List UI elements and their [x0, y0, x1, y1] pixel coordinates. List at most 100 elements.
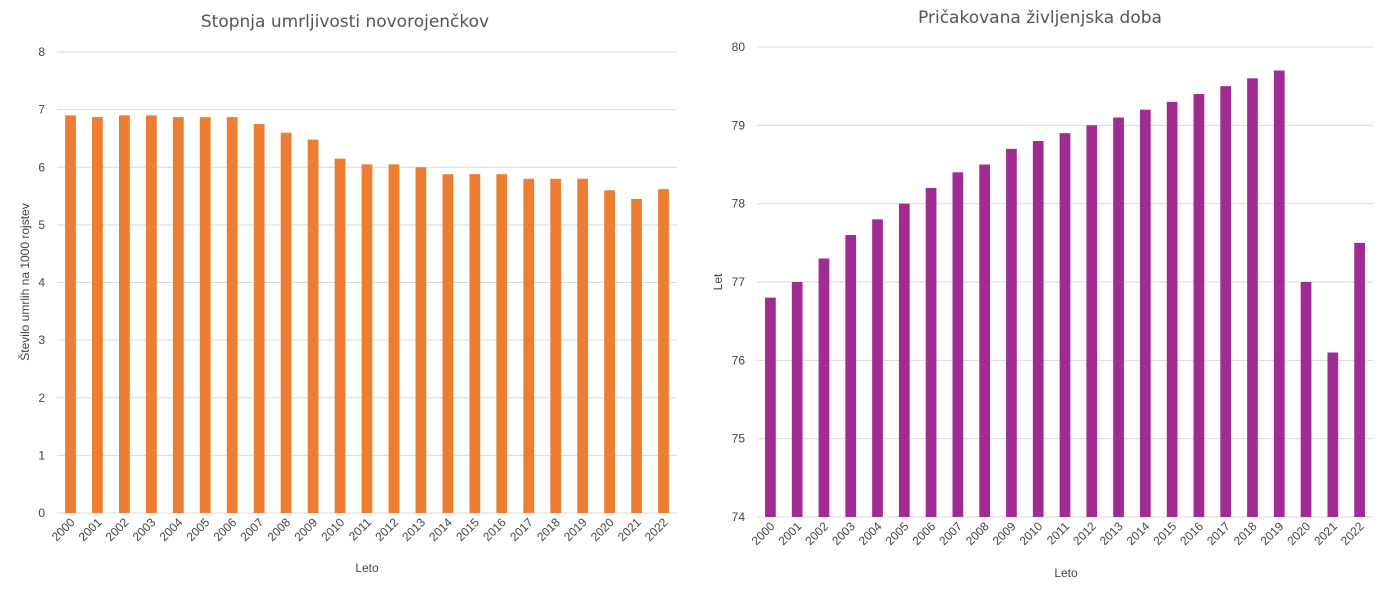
y-tick-label: 76: [732, 353, 746, 367]
bar: [119, 115, 130, 513]
bar: [952, 172, 964, 518]
x-tick-label: 2022: [1338, 519, 1367, 548]
bar: [307, 139, 319, 513]
y-tick-label: 0: [38, 506, 45, 520]
bar: [253, 124, 265, 513]
bar: [1166, 101, 1178, 517]
y-tick-label: 74: [732, 510, 746, 524]
x-tick-label: 2007: [936, 519, 965, 548]
life-expectancy-chart: Pričakovana življenjska doba 74757677787…: [711, 8, 1373, 580]
bar: [334, 158, 346, 513]
x-tick-label: 2004: [856, 519, 885, 548]
y-tick-label: 4: [38, 276, 45, 290]
bar: [1300, 282, 1312, 517]
bar: [550, 178, 562, 513]
y-tick-label: 6: [38, 160, 45, 174]
x-axis-label: Leto: [1054, 566, 1078, 580]
bar: [1327, 352, 1339, 517]
x-tick-label: 2014: [1124, 519, 1153, 548]
y-tick-labels: 74 75 76 77 78 79 80: [732, 40, 746, 524]
y-tick-label: 78: [732, 197, 746, 211]
x-tick-label: 2014: [426, 515, 455, 544]
x-tick-label: 2009: [990, 519, 1019, 548]
x-tick-label: 2012: [372, 515, 401, 544]
x-tick-label: 2000: [749, 519, 778, 548]
x-tick-label: 2011: [346, 515, 374, 543]
y-tick-label: 5: [38, 218, 45, 232]
y-tick-label: 2: [38, 391, 45, 405]
x-tick-label: 2010: [318, 515, 347, 544]
bar: [1059, 133, 1071, 517]
bar: [1193, 94, 1205, 517]
x-tick-label: 2013: [399, 515, 428, 544]
bar: [1006, 148, 1017, 518]
infant-mortality-chart: Stopnja umrljivosti novorojenčkov 0 1 2 3 4 5…: [17, 12, 677, 575]
x-tick-label: 2004: [157, 515, 186, 544]
x-tick-label: 2021: [1311, 519, 1340, 548]
bar: [925, 188, 937, 517]
x-tick-label: 2019: [561, 515, 590, 544]
bar: [1139, 109, 1151, 518]
y-tick-label: 3: [38, 333, 45, 347]
bar: [1354, 242, 1365, 518]
bar: [872, 219, 883, 518]
bar: [845, 235, 857, 517]
x-tick-label: 2005: [184, 515, 213, 544]
y-tick-label: 1: [38, 448, 45, 462]
bar: [1273, 70, 1285, 517]
x-tick-label: 2020: [1284, 519, 1313, 548]
bar: [172, 117, 184, 514]
x-tick-label: 2022: [642, 515, 671, 544]
x-tick-label: 2017: [507, 515, 536, 544]
x-tick-label: 2013: [1097, 519, 1126, 548]
bar: [577, 178, 589, 513]
bar: [631, 198, 642, 513]
x-tick-label: 2016: [480, 515, 509, 544]
y-tick-label: 79: [732, 118, 746, 132]
bar: [496, 174, 508, 514]
bar: [92, 117, 103, 514]
x-tick-label: 2001: [776, 519, 805, 548]
x-tick-label: 2011: [1044, 519, 1072, 547]
x-tick-label: 2018: [534, 515, 563, 544]
x-tick-label: 2009: [291, 515, 320, 544]
bar: [791, 282, 803, 517]
y-tick-labels: 0 1 2 3 4 5 6 7 8: [38, 45, 45, 520]
bar: [199, 117, 211, 514]
x-tick-label: 2008: [264, 515, 293, 544]
x-tick-label: 2002: [802, 519, 831, 548]
bar: [1113, 117, 1124, 517]
y-tick-label: 75: [732, 432, 746, 446]
x-tick-label: 2006: [211, 515, 240, 544]
bar: [226, 117, 238, 514]
x-tick-label: 2001: [76, 515, 105, 544]
bar: [1086, 125, 1098, 517]
x-tick-labels: 2000200120022003200420052006200720082009…: [49, 515, 671, 544]
x-tick-labels: 2000200120022003200420052006200720082009…: [749, 519, 1367, 548]
chart-title: Stopnja umrljivosti novorojenčkov: [201, 12, 489, 32]
x-tick-label: 2018: [1231, 519, 1260, 548]
bar: [523, 178, 535, 513]
x-tick-label: 2000: [49, 515, 78, 544]
x-tick-label: 2020: [588, 515, 617, 544]
y-axis-label: Let: [711, 273, 725, 290]
bar: [280, 132, 292, 514]
x-tick-label: 2019: [1258, 519, 1287, 548]
x-tick-label: 2010: [1017, 519, 1046, 548]
x-tick-label: 2007: [238, 515, 267, 544]
bar: [469, 174, 481, 514]
x-tick-label: 2015: [1150, 519, 1179, 548]
bar: [388, 164, 400, 513]
x-tick-label: 2008: [963, 519, 992, 548]
y-tick-label: 80: [732, 40, 746, 54]
bar: [1220, 86, 1232, 518]
x-tick-label: 2015: [453, 515, 482, 544]
x-axis-label: Leto: [355, 561, 379, 575]
x-tick-label: 2003: [130, 515, 159, 544]
bar: [415, 167, 427, 513]
x-tick-label: 2021: [615, 515, 644, 544]
bar: [765, 297, 776, 517]
bar: [818, 258, 830, 517]
bar: [361, 164, 373, 513]
